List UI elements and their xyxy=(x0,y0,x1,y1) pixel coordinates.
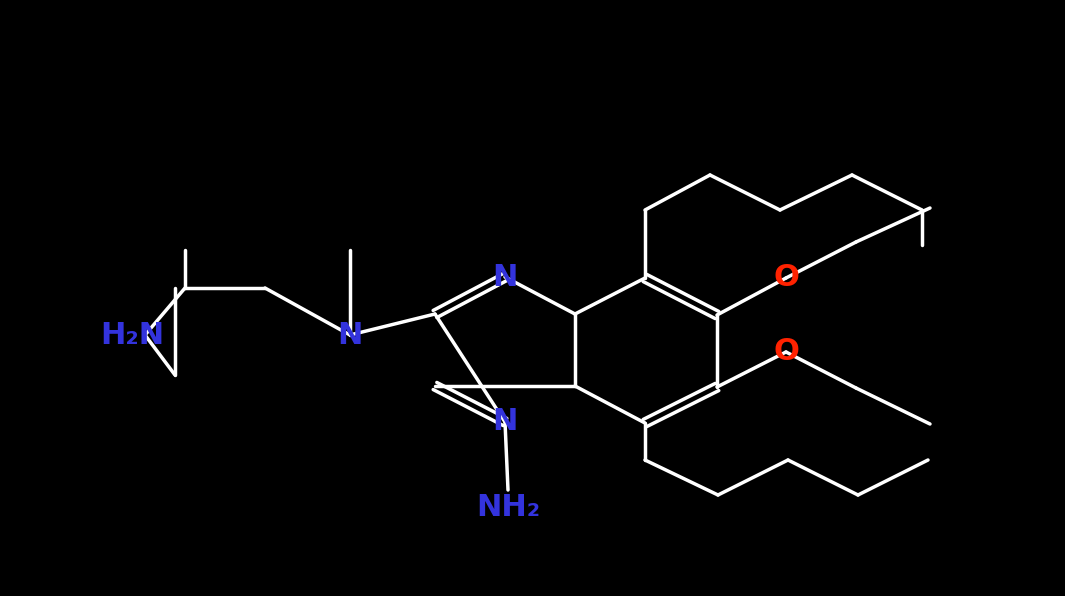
Text: NH₂: NH₂ xyxy=(476,493,540,523)
Text: O: O xyxy=(773,337,799,367)
Text: N: N xyxy=(338,321,363,349)
Text: H₂N: H₂N xyxy=(100,321,164,349)
Text: O: O xyxy=(773,263,799,293)
Text: N: N xyxy=(492,262,518,291)
Text: N: N xyxy=(492,408,518,436)
